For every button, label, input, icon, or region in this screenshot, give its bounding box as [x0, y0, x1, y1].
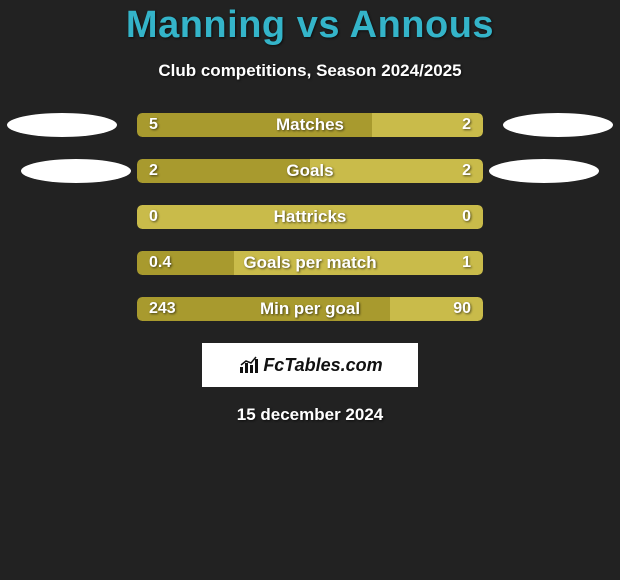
stat-bar: 2Goals2: [137, 159, 483, 183]
stat-row: 5Matches2: [0, 113, 620, 137]
decor-spacer-left: [7, 205, 117, 229]
chart-icon: [237, 355, 261, 375]
decor-spacer-right: [503, 251, 613, 275]
logo-content: FcTables.com: [237, 355, 382, 376]
stat-label: Goals: [137, 159, 483, 183]
decor-spacer-left: [7, 251, 117, 275]
player-left-name: Manning: [126, 4, 286, 46]
stat-row: 2Goals2: [0, 159, 620, 183]
subtitle: Club competitions, Season 2024/2025: [0, 61, 620, 81]
decor-ellipse-right: [489, 159, 599, 183]
logo-text: FcTables.com: [263, 355, 382, 376]
stat-value-right: 2: [462, 159, 471, 183]
logo-box: FcTables.com: [202, 343, 418, 387]
stat-row: 0.4Goals per match1: [0, 251, 620, 275]
stats-rows: 5Matches22Goals20Hattricks00.4Goals per …: [0, 113, 620, 321]
decor-ellipse-right: [503, 113, 613, 137]
stat-label: Matches: [137, 113, 483, 137]
vs-text: vs: [297, 4, 340, 46]
stat-row: 243Min per goal90: [0, 297, 620, 321]
decor-spacer-right: [503, 297, 613, 321]
stat-value-right: 0: [462, 205, 471, 229]
footer-date: 15 december 2024: [0, 405, 620, 425]
stat-row: 0Hattricks0: [0, 205, 620, 229]
stat-value-right: 90: [453, 297, 471, 321]
stat-label: Hattricks: [137, 205, 483, 229]
decor-spacer-left: [7, 297, 117, 321]
decor-spacer-right: [503, 205, 613, 229]
stat-value-right: 2: [462, 113, 471, 137]
comparison-container: Manning vs Annous Club competitions, Sea…: [0, 0, 620, 425]
decor-ellipse-left: [7, 113, 117, 137]
stat-bar: 0.4Goals per match1: [137, 251, 483, 275]
page-title: Manning vs Annous: [0, 4, 620, 47]
decor-ellipse-left: [21, 159, 131, 183]
stat-label: Goals per match: [137, 251, 483, 275]
stat-bar: 243Min per goal90: [137, 297, 483, 321]
player-right-name: Annous: [350, 4, 494, 46]
stat-label: Min per goal: [137, 297, 483, 321]
stat-bar: 0Hattricks0: [137, 205, 483, 229]
stat-bar: 5Matches2: [137, 113, 483, 137]
stat-value-right: 1: [462, 251, 471, 275]
